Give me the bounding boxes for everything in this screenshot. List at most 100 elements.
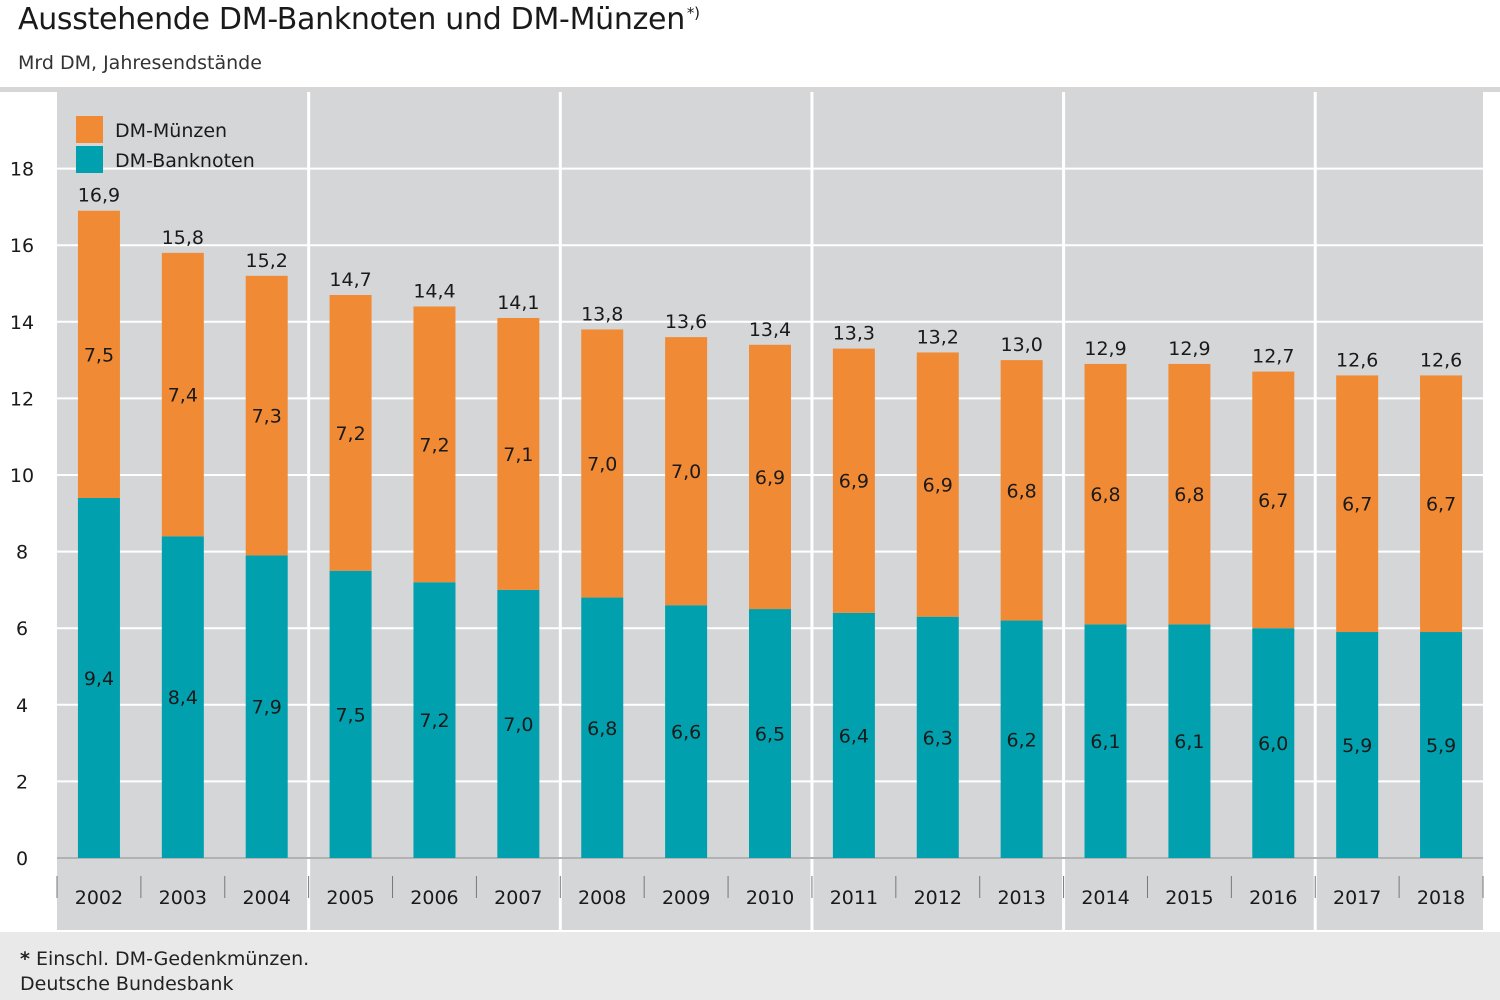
x-tick-label: 2017 [1333, 887, 1381, 909]
data-label-banknoten: 6,1 [1090, 731, 1120, 753]
bar-banknoten [749, 609, 791, 858]
data-label-total: 12,9 [1084, 338, 1126, 360]
x-tick-label: 2008 [578, 887, 626, 909]
data-label-muenzen: 7,2 [335, 423, 365, 445]
data-label-banknoten: 6,1 [1174, 731, 1204, 753]
y-tick-label: 4 [16, 695, 28, 717]
data-label-banknoten: 6,6 [671, 722, 701, 744]
top-rule [0, 87, 1500, 92]
stacked-bar-chart: 0 2 4 6 8 10 12 14 16 18 9,4 7,5 16,9 2002 8,4 7,4 15,8 2… [0, 92, 1484, 930]
data-label-muenzen: 7,4 [168, 385, 198, 407]
bar-muenzen [665, 337, 708, 606]
bar-muenzen [1168, 363, 1211, 625]
data-label-banknoten: 6,0 [1258, 733, 1288, 755]
data-label-banknoten: 5,9 [1342, 735, 1372, 757]
x-tick-label: 2003 [159, 887, 207, 909]
bar-banknoten [581, 597, 624, 858]
x-tick-label: 2012 [914, 887, 962, 909]
data-label-total: 12,7 [1252, 346, 1294, 368]
data-label-muenzen: 6,8 [1090, 484, 1120, 506]
bar-banknoten [665, 605, 708, 858]
footnote-mark: * [20, 948, 30, 970]
data-label-total: 13,4 [749, 319, 791, 341]
bar-banknoten [1168, 624, 1211, 858]
data-label-total: 12,6 [1336, 349, 1378, 371]
data-label-banknoten: 6,3 [923, 727, 953, 749]
data-label-banknoten: 7,9 [252, 697, 282, 719]
bar-muenzen [1420, 375, 1463, 633]
y-tick-label: 16 [10, 235, 34, 257]
x-tick-label: 2014 [1081, 887, 1129, 909]
data-label-total: 13,6 [665, 311, 707, 333]
bar-muenzen [916, 352, 959, 617]
y-tick-label: 12 [10, 388, 34, 410]
data-label-banknoten: 7,0 [503, 714, 533, 736]
bar-banknoten [329, 570, 372, 858]
data-label-muenzen: 6,9 [923, 475, 953, 497]
data-label-total: 13,2 [917, 326, 959, 348]
bar-banknoten [413, 582, 456, 858]
chart-footer: * Einschl. DM-Gedenkmünzen. Deutsche Bun… [0, 932, 1500, 1000]
data-label-muenzen: 6,8 [1007, 480, 1037, 502]
x-tick-label: 2009 [662, 887, 710, 909]
x-tick-label: 2004 [243, 887, 291, 909]
chart-title: Ausstehende DM-Banknoten und DM-Münzen *) [18, 2, 700, 37]
data-label-muenzen: 7,2 [419, 434, 449, 456]
bar-banknoten [1000, 620, 1043, 858]
footnote-text: Einschl. DM-Gedenkmünzen. [35, 948, 310, 970]
data-label-muenzen: 7,5 [84, 344, 114, 366]
bar-banknoten [245, 555, 288, 858]
bar-banknoten [832, 612, 875, 858]
bar-banknoten [1252, 628, 1295, 858]
data-label-banknoten: 6,4 [839, 725, 869, 747]
bar-muenzen [1336, 375, 1379, 633]
data-label-muenzen: 6,7 [1342, 494, 1372, 516]
y-tick-label: 0 [16, 848, 28, 870]
data-label-muenzen: 6,8 [1174, 484, 1204, 506]
data-label-total: 13,3 [833, 323, 875, 345]
x-tick-label: 2007 [494, 887, 542, 909]
bar-muenzen [832, 348, 875, 613]
data-label-muenzen: 6,7 [1258, 490, 1288, 512]
legend-label: DM-Banknoten [115, 150, 255, 172]
bar-muenzen [161, 252, 204, 537]
y-tick-label: 14 [10, 312, 34, 334]
bar-muenzen [329, 294, 372, 571]
data-label-muenzen: 6,9 [755, 467, 785, 489]
bar-banknoten [1336, 632, 1379, 858]
bar-banknoten [497, 589, 540, 858]
data-label-muenzen: 6,7 [1426, 494, 1456, 516]
data-label-muenzen: 7,1 [503, 444, 533, 466]
bar-muenzen [749, 344, 791, 610]
data-label-total: 13,0 [1000, 334, 1042, 356]
title-footnote-mark: *) [686, 4, 700, 22]
bar-muenzen [1252, 371, 1295, 629]
bar-banknoten [1084, 624, 1127, 858]
data-label-banknoten: 9,4 [84, 668, 114, 690]
x-tick-label: 2013 [997, 887, 1045, 909]
x-tick-label: 2011 [830, 887, 878, 909]
data-label-total: 14,7 [329, 269, 371, 291]
data-label-total: 13,8 [581, 303, 623, 325]
chart-title-text: Ausstehende DM-Banknoten und DM-Münzen [18, 2, 685, 37]
source-note: Deutsche Bundesbank [20, 973, 234, 995]
legend-swatch [76, 116, 103, 143]
data-label-banknoten: 7,2 [419, 710, 449, 732]
x-tick-label: 2018 [1417, 887, 1465, 909]
y-tick-label: 18 [10, 159, 34, 181]
bar-muenzen [413, 306, 456, 583]
x-tick-label: 2015 [1165, 887, 1213, 909]
data-label-muenzen: 6,9 [839, 471, 869, 493]
legend-swatch [76, 146, 103, 173]
data-label-muenzen: 7,0 [671, 461, 701, 483]
y-tick-label: 6 [16, 618, 28, 640]
bar-muenzen [581, 329, 624, 598]
y-tick-label: 10 [10, 465, 34, 487]
data-label-total: 15,8 [162, 227, 204, 249]
bar-muenzen [245, 275, 288, 556]
legend-label: DM-Münzen [115, 120, 227, 142]
x-tick-label: 2005 [326, 887, 374, 909]
x-tick-label: 2002 [75, 887, 123, 909]
y-tick-label: 8 [16, 542, 28, 564]
x-tick-label: 2016 [1249, 887, 1297, 909]
